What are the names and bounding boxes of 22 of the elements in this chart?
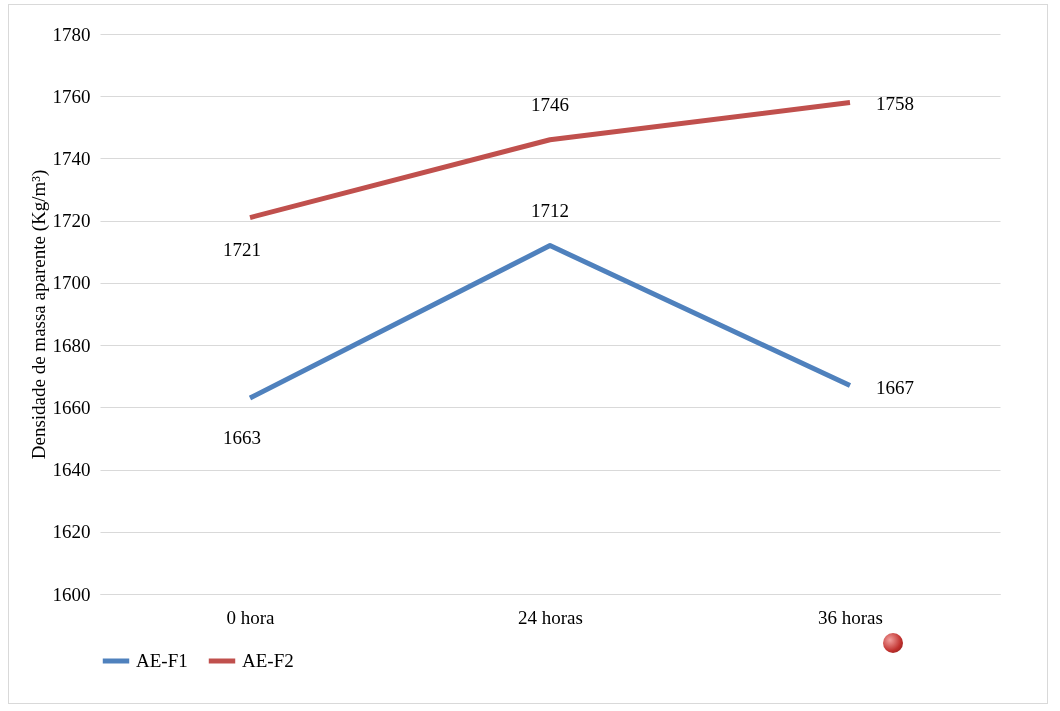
legend-label: AE-F1: [136, 650, 188, 671]
y-tick-label: 1760: [52, 85, 91, 107]
y-tick-label: 1740: [52, 147, 91, 169]
x-tick-label: 0 hora: [226, 606, 276, 628]
x-tick-label: 36 horas: [818, 606, 883, 628]
y-tick-label: 1640: [52, 459, 91, 481]
data-label: 1746: [531, 93, 569, 115]
data-label: 1712: [531, 199, 569, 221]
y-tick-label: 1620: [52, 521, 91, 543]
data-label: 1667: [876, 376, 914, 398]
y-tick-label: 1720: [52, 210, 91, 232]
data-label: 1721: [223, 238, 261, 260]
y-axis-title: Densidade de massa aparente (Kg/m³): [27, 169, 50, 460]
data-label: 1663: [223, 427, 261, 448]
y-tick-label: 1700: [52, 272, 91, 294]
y-tick-label: 1600: [52, 583, 91, 605]
y-tick-label: 1680: [52, 334, 91, 356]
y-tick-label: 1780: [52, 23, 91, 45]
x-tick-label: 24 horas: [518, 606, 583, 628]
legend-label: AE-F2: [242, 650, 294, 671]
y-tick-label: 1660: [52, 396, 91, 418]
data-label: 1758: [876, 93, 914, 115]
